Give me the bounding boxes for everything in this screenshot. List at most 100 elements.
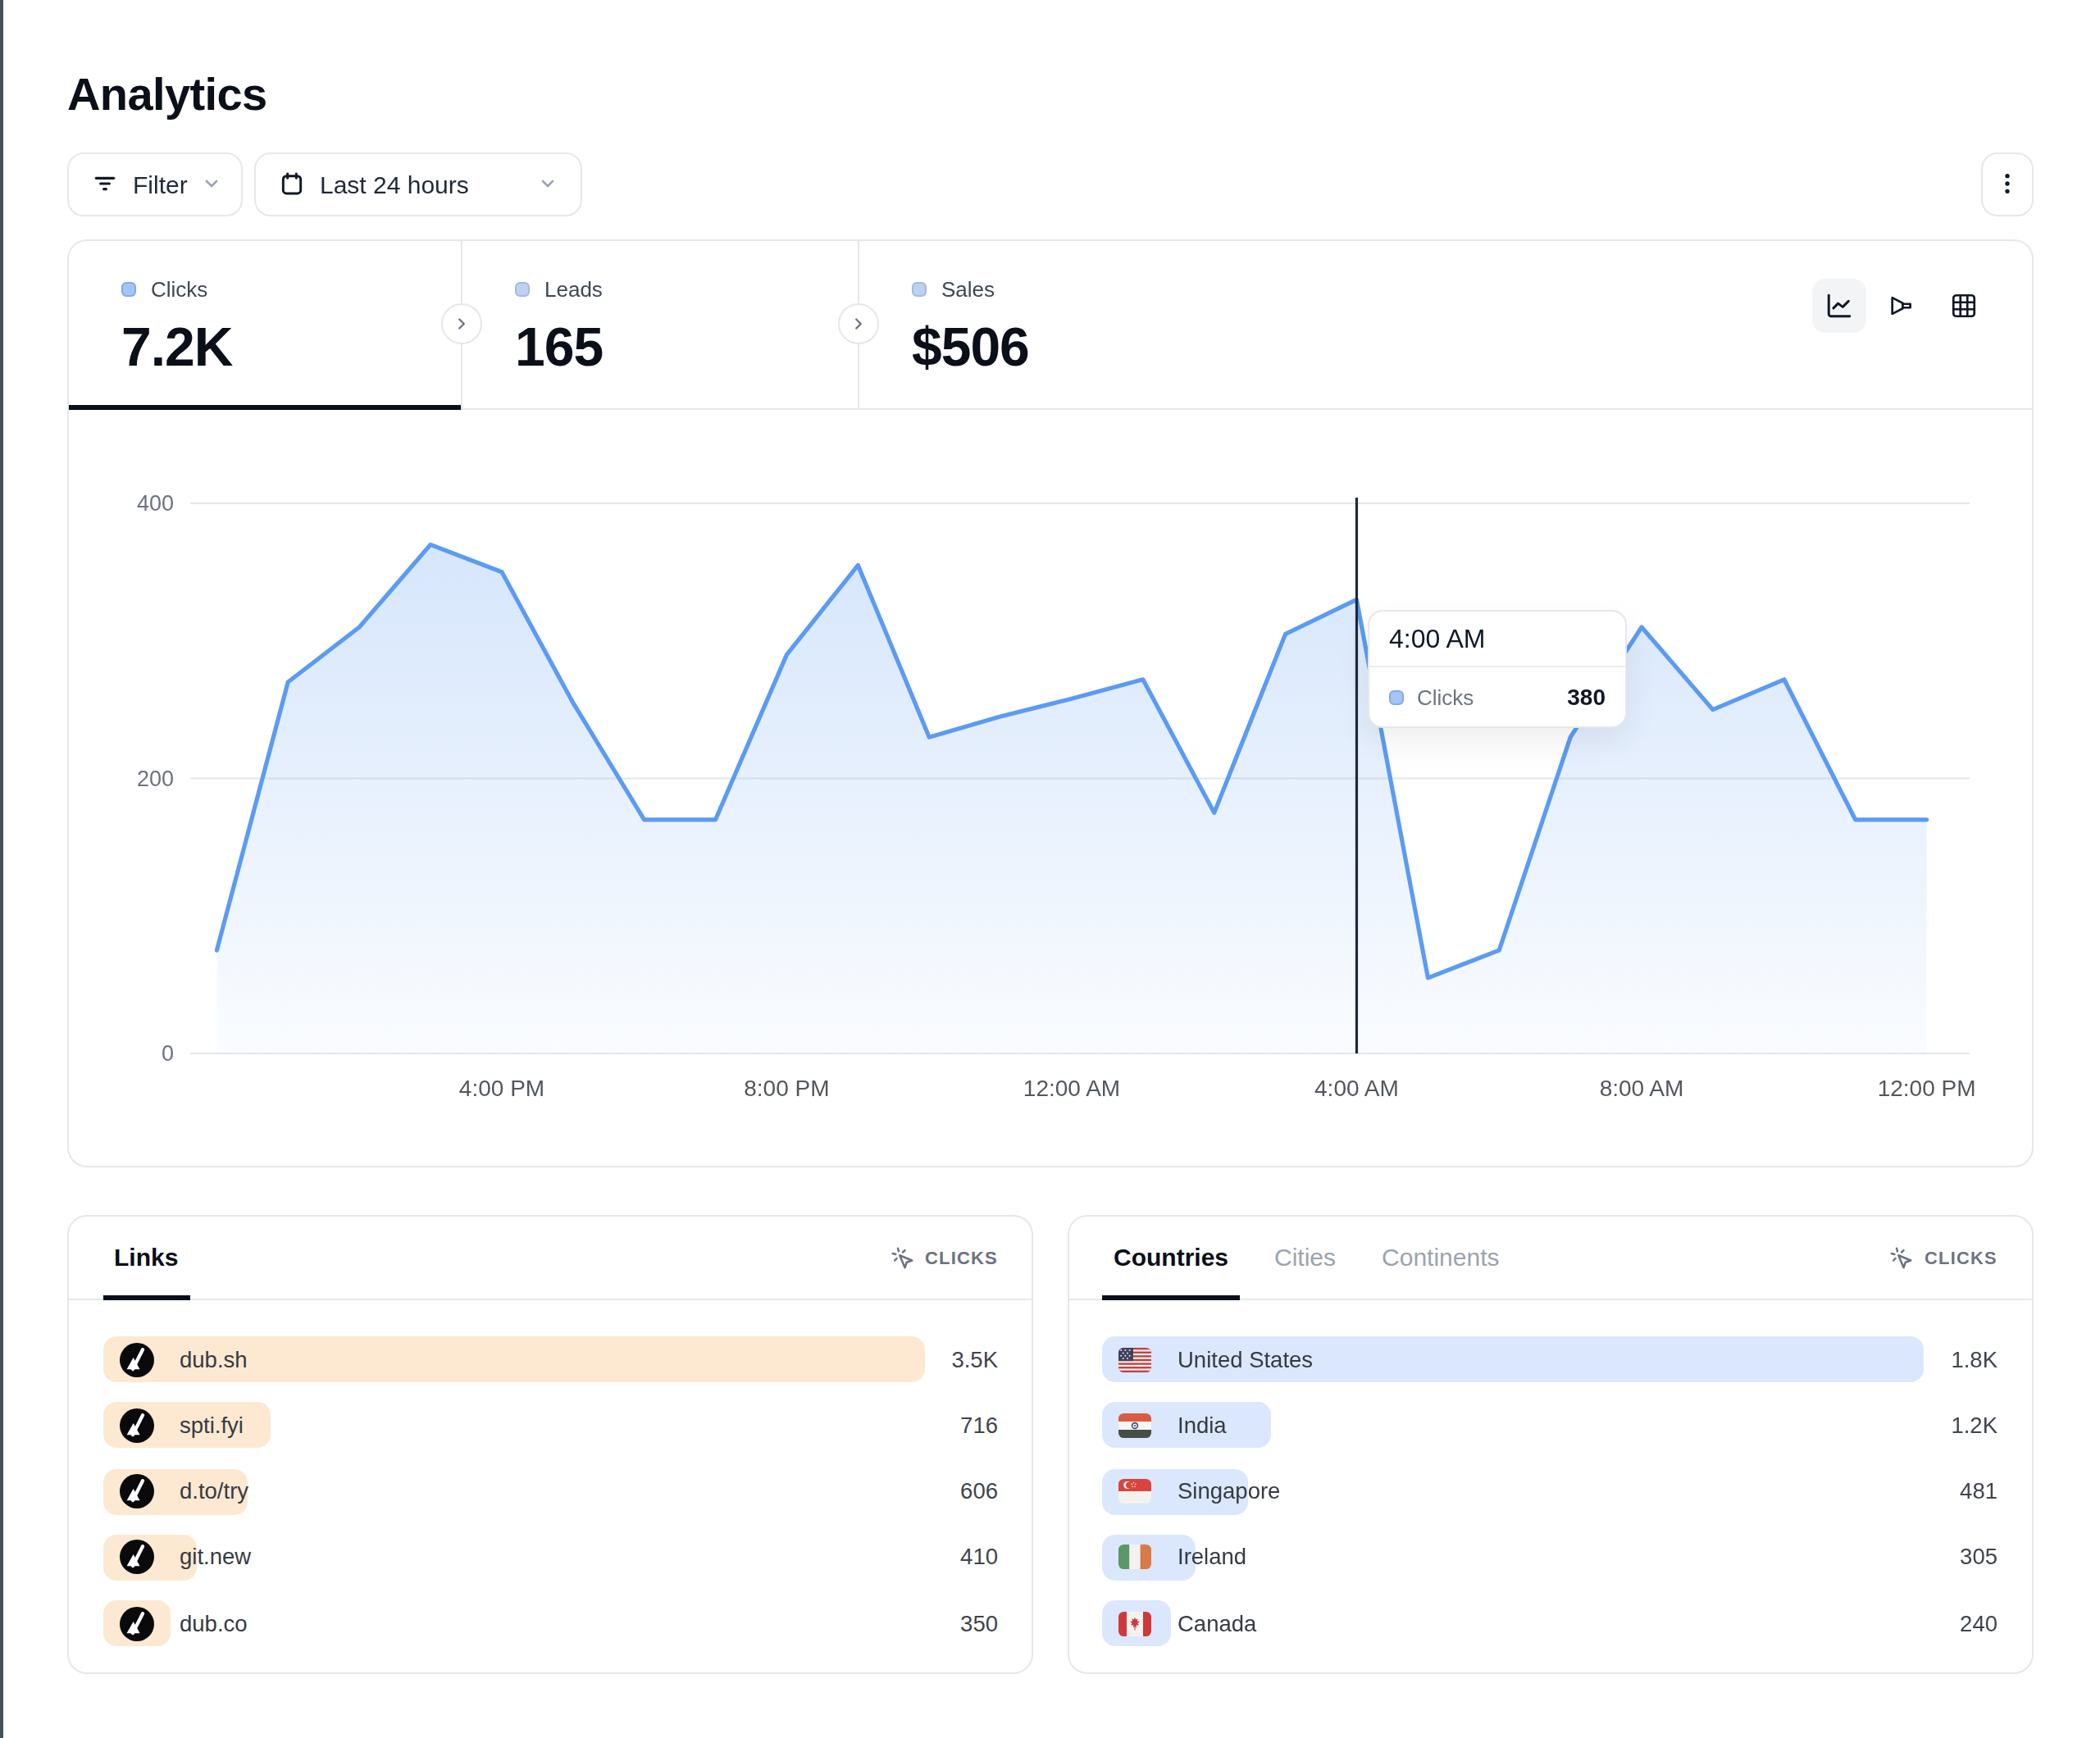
clicks-legend-swatch xyxy=(121,282,136,297)
list-item-value: 716 xyxy=(960,1413,998,1438)
table-grid-icon xyxy=(1950,292,1978,320)
list-item-value: 1.2K xyxy=(1951,1413,1998,1438)
list-item[interactable]: United States1.8K xyxy=(1102,1336,1998,1382)
list-item-label: Ireland xyxy=(1178,1545,1246,1570)
clicks-label: Clicks xyxy=(151,277,207,302)
expand-sales-button[interactable] xyxy=(837,303,878,344)
list-item-value: 350 xyxy=(960,1611,998,1636)
expand-leads-button[interactable] xyxy=(440,303,481,344)
list-item-value: 3.5K xyxy=(951,1347,998,1372)
chart-tooltip: 4:00 AM Clicks 380 xyxy=(1368,610,1627,728)
tab-continents[interactable]: Continents xyxy=(1370,1217,1510,1300)
kebab-icon xyxy=(1994,171,2020,197)
tooltip-legend-swatch xyxy=(1389,689,1404,704)
leads-label: Leads xyxy=(544,277,603,302)
list-item-label: India xyxy=(1178,1413,1227,1438)
chevron-down-icon xyxy=(538,174,558,193)
clicks-value: 7.2K xyxy=(121,316,461,379)
list-item-value: 305 xyxy=(1960,1545,1998,1570)
page-title: Analytics xyxy=(67,69,267,121)
dub-logo-icon xyxy=(119,1474,153,1508)
list-item-label: git.new xyxy=(180,1545,251,1570)
chevron-right-icon xyxy=(849,314,867,332)
list-item-value: 481 xyxy=(1960,1479,1998,1504)
table-view-button[interactable] xyxy=(1937,279,1991,333)
chart-view-toggles xyxy=(1812,279,1991,333)
svg-text:12:00 PM: 12:00 PM xyxy=(1878,1076,1976,1101)
line-chart-icon xyxy=(1825,292,1853,320)
analytics-card: Clicks 7.2K Leads 165 Sales $506 xyxy=(67,239,2033,1167)
tooltip-series-label: Clicks xyxy=(1417,685,1474,709)
tooltip-value: 380 xyxy=(1567,684,1606,710)
list-item[interactable]: dub.co 350 xyxy=(102,1600,998,1646)
funnel-chart-view-button[interactable] xyxy=(1875,279,1929,333)
sales-label: Sales xyxy=(941,277,995,302)
chevron-down-icon xyxy=(203,174,222,193)
stat-tab-leads[interactable]: Leads 165 xyxy=(461,241,858,408)
svg-text:8:00 PM: 8:00 PM xyxy=(744,1076,829,1101)
links-panel: Links CLICKS dub.sh 3.5K spti.fyi 716 d.to/t… xyxy=(67,1215,1033,1674)
list-item[interactable]: Ireland 305 xyxy=(1102,1535,1998,1581)
svg-text:8:00 AM: 8:00 AM xyxy=(1600,1076,1684,1101)
tab-cities[interactable]: Cities xyxy=(1263,1217,1347,1300)
tab-links[interactable]: Links xyxy=(102,1217,189,1300)
sales-legend-swatch xyxy=(912,282,927,297)
flag-ie-icon xyxy=(1118,1545,1151,1570)
tab-countries[interactable]: Countries xyxy=(1102,1217,1240,1300)
list-item-label: United States xyxy=(1178,1347,1313,1372)
svg-text:0: 0 xyxy=(162,1041,174,1066)
chevron-right-icon xyxy=(452,314,470,332)
list-item[interactable]: dub.sh 3.5K xyxy=(102,1336,998,1382)
flag-us-icon xyxy=(1118,1347,1151,1372)
list-item-label: spti.fyi xyxy=(180,1413,244,1438)
svg-text:400: 400 xyxy=(137,491,174,516)
flag-in-icon xyxy=(1118,1413,1151,1438)
list-item[interactable]: git.new 410 xyxy=(102,1535,998,1581)
svg-text:12:00 AM: 12:00 AM xyxy=(1023,1076,1120,1101)
list-item-label: d.to/try xyxy=(180,1479,248,1504)
dub-logo-icon xyxy=(119,1606,153,1640)
list-item-label: Canada xyxy=(1178,1611,1256,1636)
list-item-label: dub.sh xyxy=(180,1347,248,1372)
flag-sg-icon xyxy=(1118,1479,1151,1504)
active-stat-underline xyxy=(69,404,461,410)
countries-metric-header[interactable]: CLICKS xyxy=(1890,1217,1998,1299)
clicks-chart[interactable]: 0 200 400 4:00 PM 8:00 PM 12:00 AM 4:00 AM 8:0… xyxy=(69,410,2031,1166)
svg-text:200: 200 xyxy=(137,767,174,791)
list-item[interactable]: Canada 240 xyxy=(1102,1600,1998,1646)
list-item-value: 606 xyxy=(960,1479,998,1504)
dub-logo-icon xyxy=(119,1540,153,1575)
list-item[interactable]: Singapore 481 xyxy=(1102,1468,1998,1514)
list-item-label: Singapore xyxy=(1178,1479,1280,1504)
date-range-label: Last 24 hours xyxy=(320,170,469,198)
list-item-value: 410 xyxy=(960,1545,998,1570)
more-menu-button[interactable] xyxy=(1981,152,2034,216)
list-item-label: dub.co xyxy=(180,1611,248,1636)
list-item-value: 240 xyxy=(1960,1611,1998,1636)
links-metric-header[interactable]: CLICKS xyxy=(891,1217,998,1299)
chart-area-fill xyxy=(216,544,1926,1053)
calendar-icon xyxy=(279,171,305,197)
flag-ca-icon xyxy=(1118,1611,1151,1636)
stats-row: Clicks 7.2K Leads 165 Sales $506 xyxy=(69,241,2031,410)
stat-tab-clicks[interactable]: Clicks 7.2K xyxy=(69,241,461,408)
list-item[interactable]: d.to/try 606 xyxy=(102,1468,998,1514)
countries-panel: Countries Cities Continents CLICKS Unite… xyxy=(1067,1215,2033,1674)
filter-button[interactable]: Filter xyxy=(67,152,243,216)
svg-text:4:00 PM: 4:00 PM xyxy=(459,1076,544,1101)
date-range-button[interactable]: Last 24 hours xyxy=(254,152,582,216)
leads-legend-swatch xyxy=(515,282,530,297)
tooltip-time: 4:00 AM xyxy=(1369,612,1625,667)
svg-text:4:00 AM: 4:00 AM xyxy=(1314,1076,1399,1101)
dub-logo-icon xyxy=(119,1342,153,1376)
funnel-chart-icon xyxy=(1888,292,1916,320)
filter-icon xyxy=(92,171,118,197)
list-item[interactable]: spti.fyi 716 xyxy=(102,1403,998,1449)
filter-label: Filter xyxy=(133,170,188,198)
page-left-accent xyxy=(0,0,3,1738)
leads-value: 165 xyxy=(515,316,858,379)
cursor-click-icon xyxy=(1890,1245,1915,1270)
dub-logo-icon xyxy=(119,1408,153,1443)
list-item[interactable]: India 1.2K xyxy=(1102,1403,1998,1449)
line-chart-view-button[interactable] xyxy=(1812,279,1866,333)
